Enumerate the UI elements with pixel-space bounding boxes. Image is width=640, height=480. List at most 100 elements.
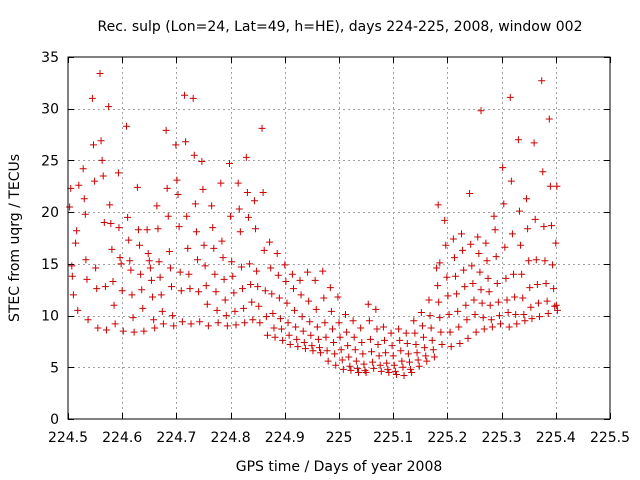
data-point xyxy=(182,138,190,146)
data-point xyxy=(444,292,452,300)
chart-title: Rec. sulp (Lon=24, Lat=49, h=HE), days 2… xyxy=(98,19,583,35)
data-point xyxy=(518,270,526,278)
data-point xyxy=(449,235,457,243)
data-point xyxy=(296,276,304,284)
y-axis-label: STEC from uqrg / TECUs xyxy=(7,154,23,322)
data-point xyxy=(177,287,185,295)
data-point xyxy=(469,280,477,288)
plot-frame xyxy=(67,56,611,420)
data-point xyxy=(532,256,540,264)
data-point xyxy=(106,201,114,209)
data-point xyxy=(88,94,96,102)
data-point xyxy=(109,277,117,285)
data-point xyxy=(254,283,262,291)
data-point xyxy=(319,267,327,275)
data-point xyxy=(93,285,101,293)
data-point xyxy=(195,288,203,296)
data-point xyxy=(186,285,194,293)
data-point xyxy=(347,366,355,374)
data-point xyxy=(359,350,367,358)
data-point xyxy=(172,141,180,149)
data-point xyxy=(283,299,291,307)
data-point xyxy=(118,287,126,295)
y-tick-label: 35 xyxy=(41,50,59,66)
data-point xyxy=(338,356,346,364)
data-point xyxy=(246,260,254,268)
data-point xyxy=(436,259,444,267)
data-point xyxy=(549,261,557,269)
data-point xyxy=(512,311,520,319)
data-point xyxy=(335,319,343,327)
data-point xyxy=(286,341,294,349)
data-point xyxy=(150,316,158,324)
data-point xyxy=(538,77,546,85)
data-point xyxy=(307,331,315,339)
data-point xyxy=(547,222,555,230)
data-point xyxy=(510,270,518,278)
data-point xyxy=(288,270,296,278)
data-point xyxy=(268,290,276,298)
data-point xyxy=(153,202,161,210)
data-point xyxy=(68,262,76,270)
data-point xyxy=(479,314,487,322)
data-point xyxy=(381,336,389,344)
data-point xyxy=(435,298,443,306)
data-point xyxy=(483,257,491,265)
data-point xyxy=(324,357,332,365)
data-point xyxy=(434,201,442,209)
data-point xyxy=(294,343,302,351)
data-point xyxy=(102,326,110,334)
data-point xyxy=(212,288,220,296)
data-point xyxy=(190,151,198,159)
data-point xyxy=(350,333,358,341)
data-point xyxy=(425,296,433,304)
y-tick-label: 30 xyxy=(41,102,59,118)
data-point xyxy=(151,324,159,332)
data-point xyxy=(544,310,552,318)
data-point xyxy=(125,236,133,244)
data-point xyxy=(352,357,360,365)
data-point xyxy=(315,344,323,352)
data-point xyxy=(220,275,228,283)
data-point xyxy=(438,341,446,349)
data-point xyxy=(275,294,283,302)
data-point xyxy=(96,70,104,78)
data-point xyxy=(136,241,144,249)
data-point xyxy=(143,226,151,234)
data-point xyxy=(436,314,444,322)
data-point xyxy=(415,362,423,370)
data-point xyxy=(344,342,352,350)
data-point xyxy=(235,205,243,213)
data-points xyxy=(66,70,561,380)
data-point xyxy=(146,264,154,272)
data-point xyxy=(189,94,197,102)
data-point xyxy=(323,347,331,355)
data-point xyxy=(388,342,396,350)
data-point xyxy=(527,303,535,311)
data-point xyxy=(262,313,270,321)
data-point xyxy=(514,136,522,144)
data-point xyxy=(330,338,338,346)
data-point xyxy=(223,322,231,330)
data-point xyxy=(169,312,177,320)
data-point xyxy=(410,317,418,325)
data-point xyxy=(457,230,465,238)
data-point xyxy=(524,225,532,233)
data-point xyxy=(357,324,365,332)
data-point xyxy=(387,329,395,337)
data-point xyxy=(471,311,479,319)
data-point xyxy=(402,329,410,337)
data-point xyxy=(66,203,74,211)
data-point xyxy=(92,264,100,272)
data-point xyxy=(372,305,380,313)
data-point xyxy=(459,246,467,254)
data-point xyxy=(414,356,422,364)
data-point xyxy=(236,228,244,236)
data-point xyxy=(553,306,561,314)
data-point xyxy=(300,338,308,346)
data-point xyxy=(271,333,279,341)
data-point xyxy=(552,301,560,309)
data-point xyxy=(281,261,289,269)
data-point xyxy=(487,316,495,324)
data-point xyxy=(100,218,108,226)
